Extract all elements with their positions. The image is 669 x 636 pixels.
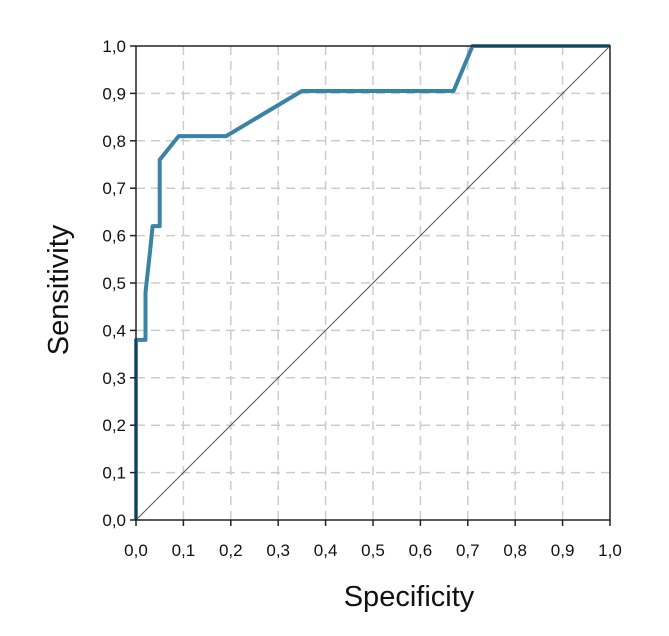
reference-diagonal-line — [135, 45, 611, 521]
y-axis-ticks: 0,0 0,1 0,2 0,3 0,4 0,5 0,6 0,7 0,8 0,9 1,0 — [102, 37, 136, 530]
y-tick-label: 0,2 — [102, 416, 126, 435]
y-tick-label: 0,7 — [102, 179, 126, 198]
roc-curve-line — [134, 44, 610, 520]
x-axis-title: Specificity — [344, 581, 475, 613]
y-tick-label: 0,4 — [102, 321, 126, 340]
y-tick-label: 0,6 — [102, 227, 126, 246]
y-axis-title: Sensitivity — [43, 224, 75, 355]
grid — [136, 46, 610, 520]
x-tick-label: 0,4 — [314, 541, 338, 560]
x-tick-label: 0,1 — [172, 541, 196, 560]
y-tick-label: 0,5 — [102, 274, 126, 293]
x-tick-label: 0,8 — [503, 541, 527, 560]
x-tick-label: 0,3 — [266, 541, 290, 560]
y-tick-label: 0,0 — [102, 511, 126, 530]
y-tick-label: 0,8 — [102, 132, 126, 151]
y-tick-label: 0,9 — [102, 84, 126, 103]
y-tick-label: 0,3 — [102, 369, 126, 388]
x-tick-label: 0,0 — [124, 541, 148, 560]
x-tick-label: 0,6 — [409, 541, 433, 560]
y-tick-label: 1,0 — [102, 37, 126, 56]
x-tick-label: 0,9 — [551, 541, 575, 560]
x-tick-label: 1,0 — [598, 541, 622, 560]
x-tick-label: 0,2 — [219, 541, 243, 560]
x-axis-ticks: 0,0 0,1 0,2 0,3 0,4 0,5 0,6 0,7 0,8 0,9 1,0 — [124, 520, 622, 560]
x-tick-label: 0,5 — [361, 541, 385, 560]
x-tick-label: 0,7 — [456, 541, 480, 560]
series-layer — [134, 44, 611, 521]
y-tick-label: 0,1 — [102, 464, 126, 483]
